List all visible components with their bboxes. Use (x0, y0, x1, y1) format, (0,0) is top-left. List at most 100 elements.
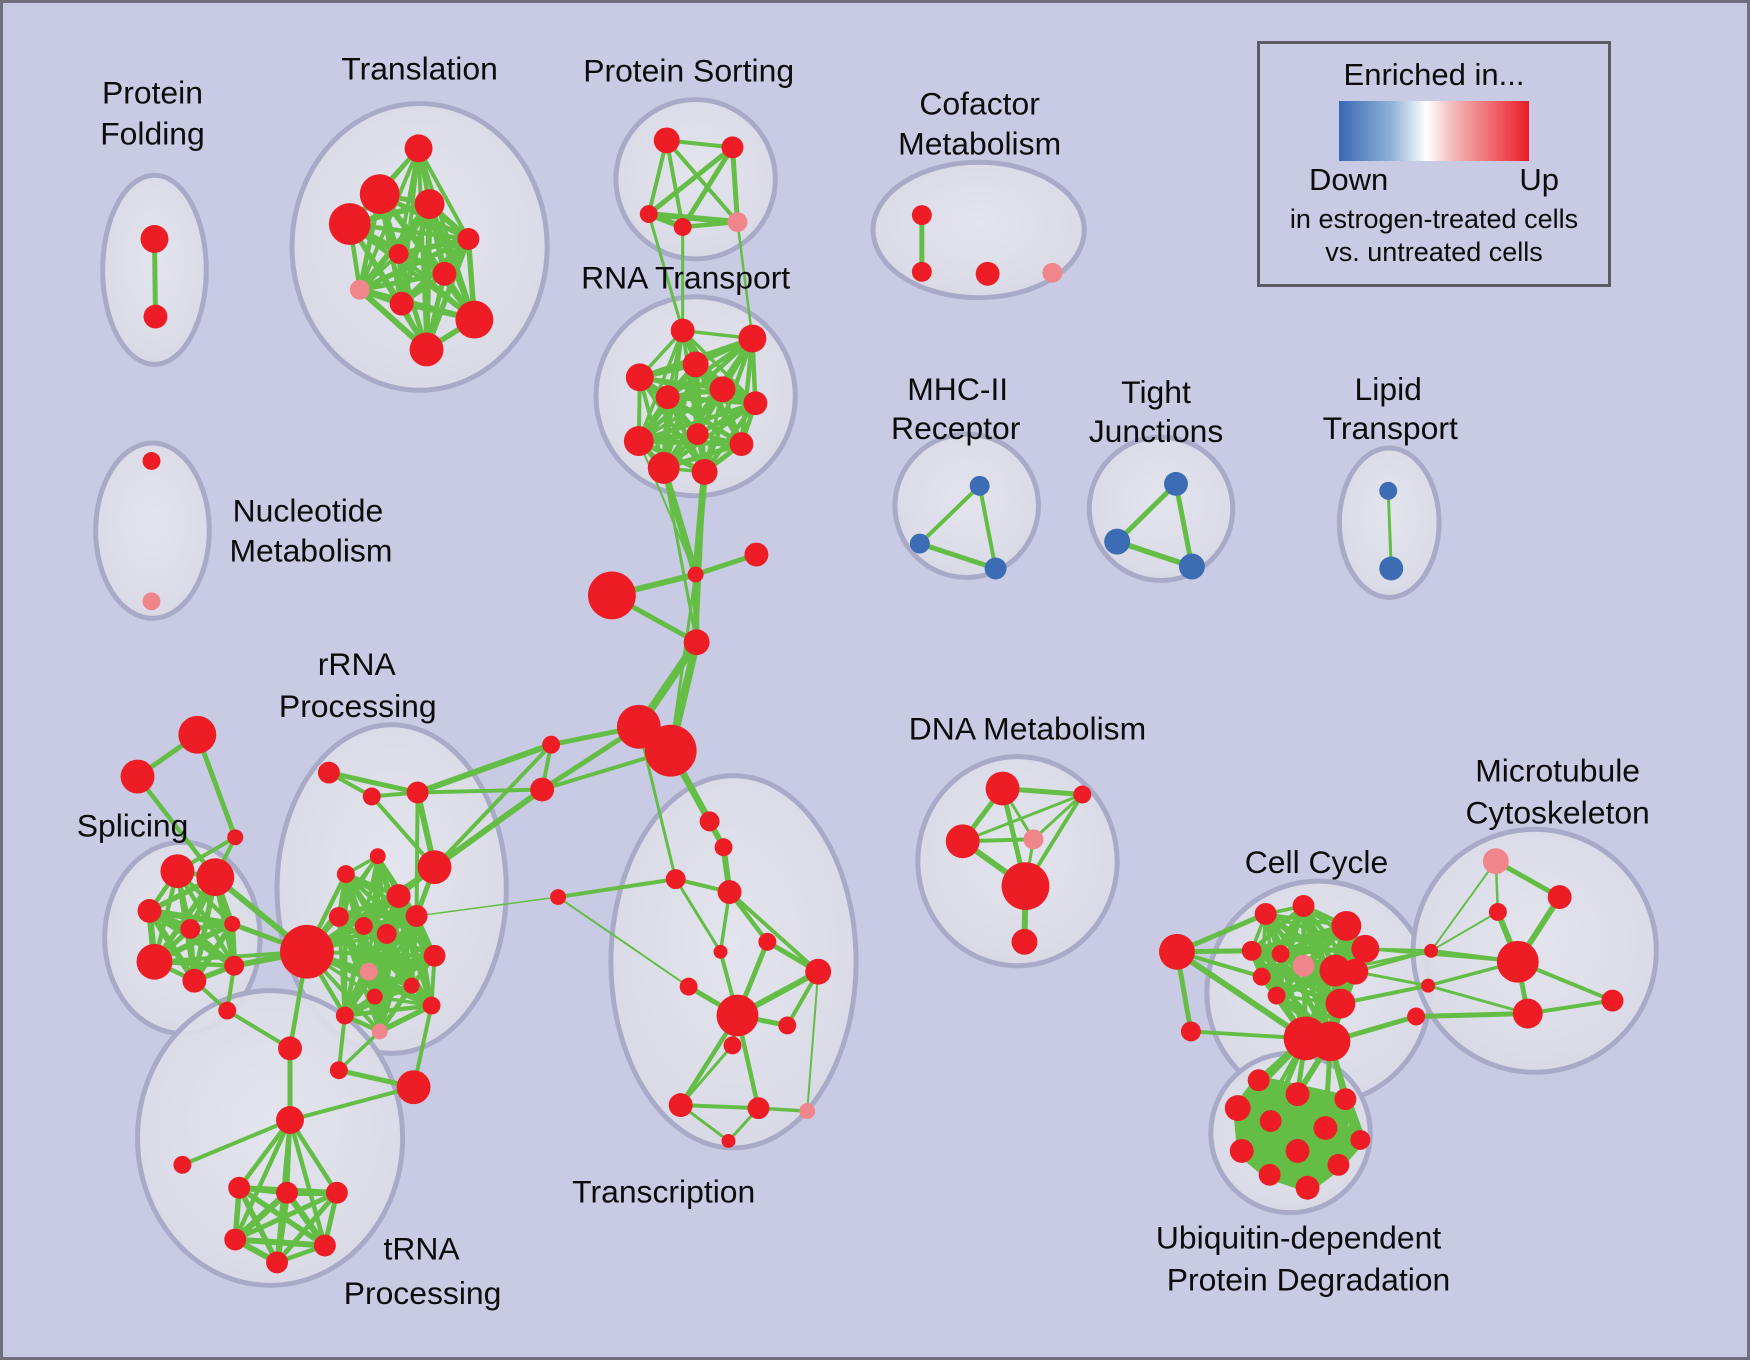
node-r9[interactable] (354, 916, 373, 935)
node-c2[interactable] (1292, 895, 1315, 917)
node-u4[interactable] (1224, 1095, 1251, 1122)
node-h1[interactable] (228, 1176, 251, 1199)
node-tl6[interactable] (388, 243, 409, 264)
node-tr1[interactable] (278, 1036, 302, 1061)
node-u3[interactable] (1334, 1088, 1357, 1111)
node-r1[interactable] (317, 761, 340, 784)
node-d4[interactable] (1023, 829, 1044, 850)
node-rt4[interactable] (625, 363, 654, 392)
node-s9[interactable] (218, 1001, 237, 1020)
node-c9[interactable] (1342, 958, 1369, 985)
node-tl4[interactable] (328, 203, 371, 245)
node-bigL[interactable] (587, 571, 636, 620)
node-d2[interactable] (1073, 785, 1092, 804)
node-t8[interactable] (679, 977, 698, 996)
node-m6[interactable] (1601, 989, 1624, 1012)
node-s1[interactable] (160, 854, 195, 889)
node-rt10[interactable] (729, 432, 754, 456)
node-tl2[interactable] (359, 174, 400, 215)
node-m3[interactable] (1488, 903, 1507, 921)
node-h6[interactable] (266, 1251, 289, 1274)
node-r12[interactable] (359, 962, 378, 981)
node-u7[interactable] (1350, 1130, 1371, 1150)
node-c8[interactable] (1319, 954, 1352, 987)
node-q1[interactable] (396, 1070, 431, 1105)
node-L2[interactable] (530, 777, 555, 802)
node-k3[interactable] (1407, 1007, 1426, 1026)
node-t12[interactable] (723, 1036, 742, 1055)
node-tl7[interactable] (432, 261, 457, 286)
node-r6[interactable] (336, 865, 355, 884)
node-cf3[interactable] (975, 261, 1000, 286)
node-s8[interactable] (224, 955, 245, 976)
node-r11[interactable] (405, 905, 428, 927)
node-r7[interactable] (386, 884, 411, 908)
node-t15[interactable] (799, 1103, 816, 1120)
node-k1[interactable] (1424, 943, 1439, 958)
node-r5[interactable] (369, 848, 386, 865)
node-r2[interactable] (362, 787, 381, 806)
node-u6[interactable] (1313, 1116, 1338, 1140)
node-c3[interactable] (1331, 910, 1362, 941)
node-tl3[interactable] (414, 189, 445, 220)
node-u12[interactable] (1295, 1175, 1320, 1200)
node-t2[interactable] (714, 838, 733, 857)
node-u10[interactable] (1327, 1153, 1350, 1176)
node-t9[interactable] (716, 994, 759, 1037)
node-c1[interactable] (1254, 903, 1277, 925)
node-tf[interactable] (173, 1155, 192, 1174)
node-tl9[interactable] (389, 291, 414, 316)
node-lp1[interactable] (1379, 481, 1398, 500)
node-d1[interactable] (985, 771, 1020, 806)
node-tl10[interactable] (455, 300, 494, 339)
node-pf1[interactable] (140, 225, 169, 253)
node-t16[interactable] (721, 1133, 736, 1148)
node-d5[interactable] (1001, 862, 1050, 910)
node-tl8[interactable] (349, 279, 370, 300)
node-tc[interactable] (276, 1106, 304, 1134)
node-r4[interactable] (417, 850, 452, 885)
node-t1[interactable] (699, 811, 720, 832)
node-h4[interactable] (224, 1228, 247, 1251)
node-t7[interactable] (758, 932, 777, 951)
node-rt3[interactable] (682, 351, 709, 378)
node-r18[interactable] (371, 1023, 388, 1040)
node-rt2[interactable] (738, 324, 767, 353)
node-s3[interactable] (137, 899, 162, 923)
node-d3[interactable] (945, 824, 980, 859)
node-s2[interactable] (196, 858, 235, 897)
node-k2[interactable] (1421, 978, 1436, 993)
node-rt1[interactable] (670, 318, 695, 343)
node-s5[interactable] (224, 915, 241, 932)
node-r3[interactable] (406, 781, 429, 804)
node-rt5[interactable] (655, 385, 680, 410)
node-x3[interactable] (227, 829, 244, 846)
node-rt8[interactable] (623, 426, 654, 456)
node-t6[interactable] (713, 944, 728, 959)
node-rt7[interactable] (743, 391, 768, 416)
node-pf2[interactable] (143, 304, 168, 329)
node-nm2[interactable] (142, 592, 161, 611)
node-cf1[interactable] (911, 205, 932, 226)
node-t13[interactable] (668, 1093, 693, 1118)
node-r8[interactable] (328, 906, 349, 927)
node-rt12[interactable] (691, 458, 718, 485)
node-r16[interactable] (335, 1006, 354, 1025)
node-q2[interactable] (329, 1061, 348, 1080)
node-ps2[interactable] (721, 136, 744, 159)
node-c15[interactable] (1180, 1021, 1201, 1042)
node-r10[interactable] (376, 923, 397, 944)
node-c14[interactable] (1159, 933, 1195, 970)
node-r13[interactable] (423, 944, 446, 967)
node-u11[interactable] (1258, 1163, 1281, 1186)
node-c6[interactable] (1271, 944, 1290, 963)
node-m2[interactable] (1547, 885, 1572, 909)
node-tj3[interactable] (1178, 553, 1205, 580)
node-c5[interactable] (1241, 940, 1262, 961)
node-h5[interactable] (313, 1234, 336, 1257)
node-u1[interactable] (1247, 1069, 1270, 1092)
node-tl11[interactable] (409, 332, 444, 367)
node-mh3[interactable] (984, 557, 1007, 580)
node-lp2[interactable] (1379, 556, 1404, 581)
node-mh1[interactable] (969, 475, 990, 496)
